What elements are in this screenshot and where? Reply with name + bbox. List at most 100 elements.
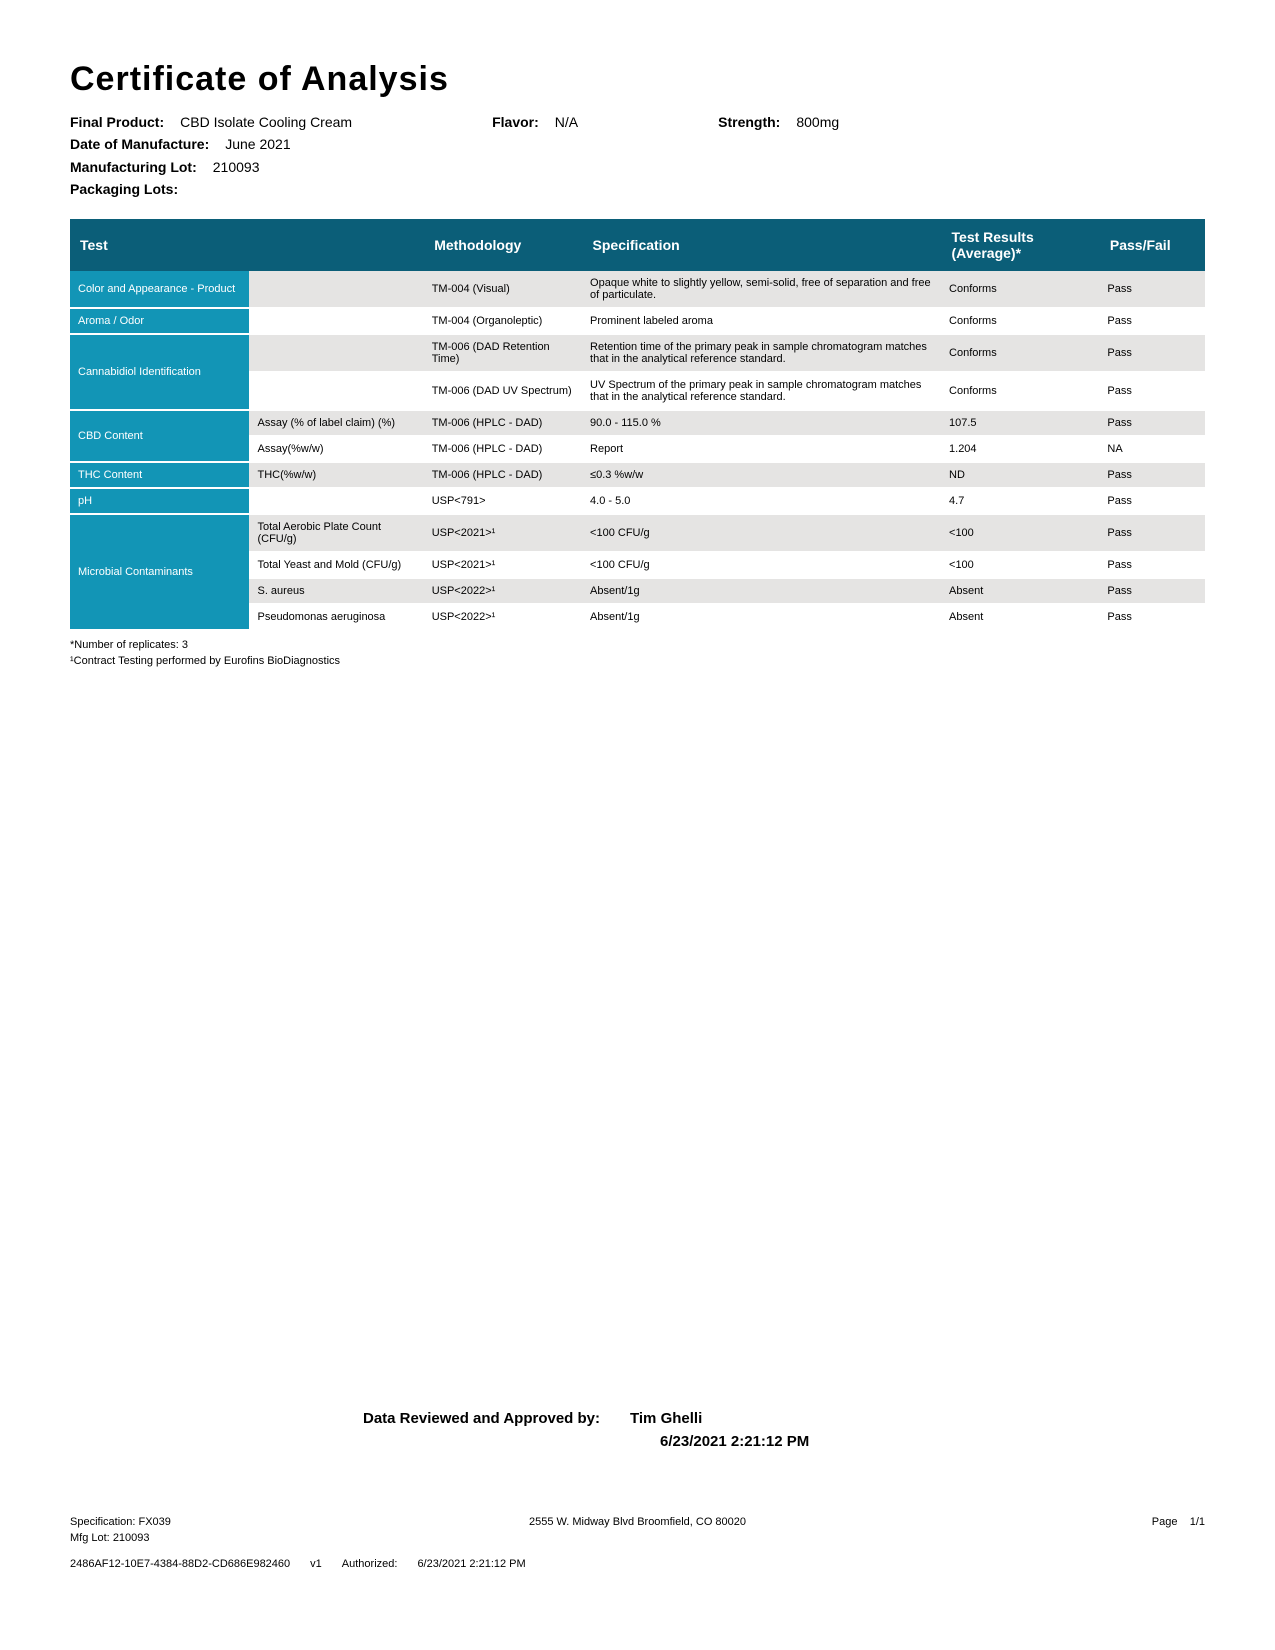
test-label-cell: Assay (% of label claim) (%) <box>249 410 423 436</box>
result-cell: Conforms <box>941 372 1099 410</box>
test-label-cell: THC(%w/w) <box>249 462 423 488</box>
test-label-cell: Total Yeast and Mold (CFU/g) <box>249 552 423 578</box>
method-cell: USP<2022>¹ <box>424 578 582 604</box>
test-category-cell: pH <box>70 488 249 514</box>
method-cell: TM-006 (HPLC - DAD) <box>424 462 582 488</box>
passfail-cell: Pass <box>1099 334 1205 372</box>
test-category-cell: THC Content <box>70 462 249 488</box>
method-cell: TM-004 (Visual) <box>424 271 582 308</box>
result-cell: Absent <box>941 578 1099 604</box>
footer-auth-label: Authorized: <box>342 1558 398 1570</box>
final-product-label: Final Product: <box>70 111 164 133</box>
page-title: Certificate of Analysis <box>70 60 1205 99</box>
passfail-cell: Pass <box>1099 462 1205 488</box>
test-label-cell <box>249 372 423 410</box>
mfg-lot-label: Manufacturing Lot: <box>70 156 197 178</box>
passfail-cell: NA <box>1099 436 1205 462</box>
table-row: Cannabidiol IdentificationTM-006 (DAD Re… <box>70 334 1205 372</box>
result-cell: <100 <box>941 552 1099 578</box>
footer-page-label: Page <box>1152 1516 1178 1528</box>
footnotes: *Number of replicates: 3 ¹Contract Testi… <box>70 637 1205 670</box>
results-table: Test Methodology Specification Test Resu… <box>70 219 1205 631</box>
test-label-cell: Total Aerobic Plate Count (CFU/g) <box>249 514 423 552</box>
passfail-cell: Pass <box>1099 271 1205 308</box>
footer-address: 2555 W. Midway Blvd Broomfield, CO 80020 <box>529 1516 746 1528</box>
passfail-cell: Pass <box>1099 552 1205 578</box>
method-cell: USP<2022>¹ <box>424 604 582 630</box>
flavor-label: Flavor: <box>492 111 539 133</box>
strength-label: Strength: <box>718 111 780 133</box>
spec-cell: Report <box>582 436 941 462</box>
method-cell: TM-006 (HPLC - DAD) <box>424 410 582 436</box>
spec-cell: Retention time of the primary peak in sa… <box>582 334 941 372</box>
method-cell: TM-006 (DAD UV Spectrum) <box>424 372 582 410</box>
spec-cell: Prominent labeled aroma <box>582 308 941 334</box>
passfail-cell: Pass <box>1099 372 1205 410</box>
strength-value: 800mg <box>796 111 839 133</box>
result-cell: <100 <box>941 514 1099 552</box>
spec-cell: Absent/1g <box>582 604 941 630</box>
footer-mfg-value: 210093 <box>113 1532 150 1544</box>
meta-block: Final Product: CBD Isolate Cooling Cream… <box>70 111 1205 201</box>
test-category-cell: Cannabidiol Identification <box>70 334 249 410</box>
col-methodology: Methodology <box>424 219 582 271</box>
result-cell: Conforms <box>941 308 1099 334</box>
result-cell: ND <box>941 462 1099 488</box>
approval-label: Data Reviewed and Approved by: <box>70 1410 630 1427</box>
test-label-cell: Pseudomonas aeruginosa <box>249 604 423 630</box>
footer-mfg-label: Mfg Lot: <box>70 1532 110 1544</box>
col-test: Test <box>70 219 424 271</box>
test-label-cell <box>249 271 423 308</box>
result-cell: 1.204 <box>941 436 1099 462</box>
test-category-cell: CBD Content <box>70 410 249 462</box>
approval-block: Data Reviewed and Approved by: Tim Ghell… <box>70 1410 1205 1450</box>
approval-date: 6/23/2021 2:21:12 PM <box>660 1433 1205 1450</box>
footer: Specification: FX039 2555 W. Midway Blvd… <box>70 1516 1205 1570</box>
flavor-value: N/A <box>555 111 578 133</box>
footer-version: v1 <box>310 1558 322 1570</box>
result-cell: Conforms <box>941 271 1099 308</box>
method-cell: TM-006 (HPLC - DAD) <box>424 436 582 462</box>
test-category-cell: Color and Appearance - Product <box>70 271 249 308</box>
method-cell: USP<2021>¹ <box>424 552 582 578</box>
approval-name: Tim Ghelli <box>630 1410 702 1427</box>
footer-auth-date: 6/23/2021 2:21:12 PM <box>417 1558 525 1570</box>
pkg-lots-label: Packaging Lots: <box>70 178 178 200</box>
spec-cell: 4.0 - 5.0 <box>582 488 941 514</box>
col-results: Test Results (Average)* <box>941 219 1099 271</box>
test-label-cell: Assay(%w/w) <box>249 436 423 462</box>
result-cell: 4.7 <box>941 488 1099 514</box>
date-mfg-label: Date of Manufacture: <box>70 133 209 155</box>
spec-cell: 90.0 - 115.0 % <box>582 410 941 436</box>
spec-cell: UV Spectrum of the primary peak in sampl… <box>582 372 941 410</box>
test-label-cell <box>249 334 423 372</box>
col-passfail: Pass/Fail <box>1099 219 1205 271</box>
method-cell: USP<791> <box>424 488 582 514</box>
date-mfg-value: June 2021 <box>225 133 290 155</box>
table-row: pHUSP<791>4.0 - 5.04.7Pass <box>70 488 1205 514</box>
result-cell: 107.5 <box>941 410 1099 436</box>
table-header-row: Test Methodology Specification Test Resu… <box>70 219 1205 271</box>
mfg-lot-value: 210093 <box>213 156 260 178</box>
result-cell: Conforms <box>941 334 1099 372</box>
passfail-cell: Pass <box>1099 410 1205 436</box>
final-product-value: CBD Isolate Cooling Cream <box>180 111 352 133</box>
spec-cell: Opaque white to slightly yellow, semi-so… <box>582 271 941 308</box>
test-category-cell: Aroma / Odor <box>70 308 249 334</box>
test-label-cell <box>249 488 423 514</box>
table-row: Microbial ContaminantsTotal Aerobic Plat… <box>70 514 1205 552</box>
footer-page-value: 1/1 <box>1190 1516 1205 1528</box>
spec-cell: <100 CFU/g <box>582 552 941 578</box>
table-row: THC ContentTHC(%w/w)TM-006 (HPLC - DAD)≤… <box>70 462 1205 488</box>
table-row: Aroma / Odor TM-004 (Organoleptic)Promine… <box>70 308 1205 334</box>
method-cell: TM-004 (Organoleptic) <box>424 308 582 334</box>
spec-cell: ≤0.3 %w/w <box>582 462 941 488</box>
method-cell: USP<2021>¹ <box>424 514 582 552</box>
table-row: CBD ContentAssay (% of label claim) (%)T… <box>70 410 1205 436</box>
footnote-1: *Number of replicates: 3 <box>70 637 1205 654</box>
footer-hash: 2486AF12-10E7-4384-88D2-CD686E982460 <box>70 1558 290 1570</box>
footnote-2: ¹Contract Testing performed by Eurofins … <box>70 653 1205 670</box>
test-label-cell <box>249 308 423 334</box>
method-cell: TM-006 (DAD Retention Time) <box>424 334 582 372</box>
test-category-cell: Microbial Contaminants <box>70 514 249 630</box>
